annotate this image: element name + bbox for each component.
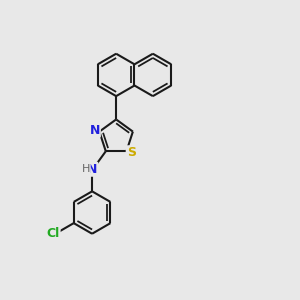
Text: H: H — [81, 164, 90, 174]
Text: Cl: Cl — [46, 227, 60, 240]
Text: N: N — [89, 124, 100, 136]
Text: S: S — [127, 146, 136, 159]
Text: N: N — [87, 163, 97, 176]
